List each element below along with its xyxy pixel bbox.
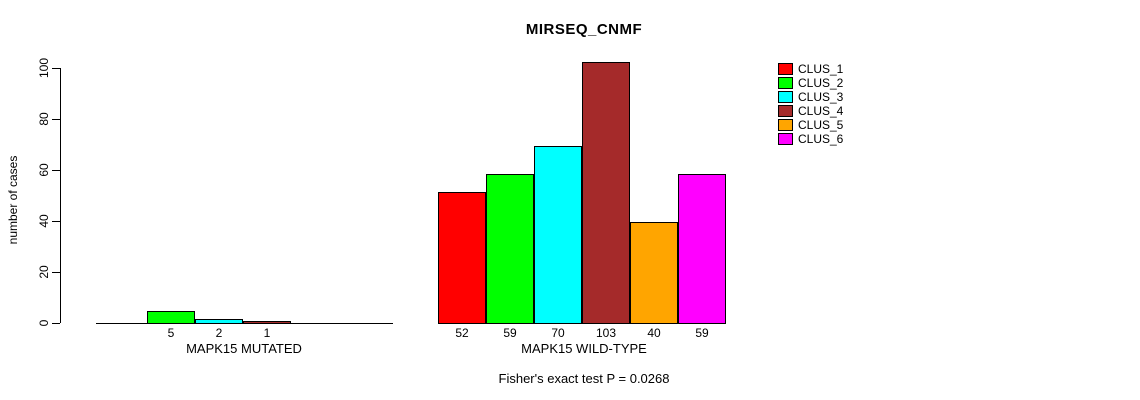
y-tick-label: 80 — [37, 112, 51, 126]
legend-swatch-icon — [778, 105, 793, 117]
legend-label: CLUS_5 — [798, 118, 844, 132]
group-label-wildtype: MAPK15 WILD-TYPE — [521, 341, 647, 356]
bar-value-label: 1 — [263, 326, 271, 340]
y-axis-tick — [52, 119, 60, 120]
bar — [630, 222, 678, 324]
bar — [534, 146, 582, 324]
legend-swatch-icon — [778, 133, 793, 145]
y-axis-tick — [52, 68, 60, 69]
legend-item: CLUS_6 — [778, 132, 843, 146]
legend-label: CLUS_3 — [798, 90, 844, 104]
y-tick-label: 60 — [37, 163, 51, 177]
legend-item: CLUS_1 — [778, 62, 843, 76]
legend-swatch-icon — [778, 91, 793, 103]
bar-value-label: 40 — [647, 326, 661, 340]
bar — [678, 174, 726, 324]
bar-value-label: 59 — [503, 326, 517, 340]
legend-label: CLUS_6 — [798, 132, 844, 146]
y-tick-label: 100 — [37, 57, 51, 79]
bar-value-label: 5 — [167, 326, 175, 340]
bar-value-label: 103 — [595, 326, 617, 340]
y-axis-tick — [52, 221, 60, 222]
legend-item: CLUS_2 — [778, 76, 843, 90]
legend-label: CLUS_1 — [798, 62, 844, 76]
y-axis-title: number of cases — [6, 155, 20, 245]
bar-value-label: 52 — [455, 326, 469, 340]
legend-swatch-icon — [778, 63, 793, 75]
legend: CLUS_1 CLUS_2 CLUS_3 CLUS_4 CLUS_5 CLUS_6 — [778, 62, 843, 146]
y-tick-label: 20 — [37, 265, 51, 279]
y-axis-line — [60, 68, 61, 323]
bar — [582, 62, 630, 324]
legend-item: CLUS_5 — [778, 118, 843, 132]
y-tick-label: 0 — [37, 319, 51, 327]
bar — [147, 311, 195, 324]
fisher-test-note: Fisher's exact test P = 0.0268 — [498, 371, 670, 386]
chart-title: MIRSEQ_CNMF — [525, 21, 643, 38]
bar-value-label: 70 — [551, 326, 565, 340]
y-tick-label: 40 — [37, 214, 51, 228]
y-axis-tick — [52, 170, 60, 171]
bar — [438, 192, 486, 324]
y-axis-tick — [52, 272, 60, 273]
bar — [243, 321, 291, 324]
bar — [486, 174, 534, 324]
bar-value-label: 2 — [215, 326, 223, 340]
legend-item: CLUS_3 — [778, 90, 843, 104]
y-axis-tick — [52, 323, 60, 324]
legend-label: CLUS_4 — [798, 104, 844, 118]
bar — [195, 319, 243, 324]
legend-item: CLUS_4 — [778, 104, 843, 118]
bar-value-label: 59 — [695, 326, 709, 340]
legend-swatch-icon — [778, 119, 793, 131]
group-label-mutated: MAPK15 MUTATED — [186, 341, 302, 356]
legend-label: CLUS_2 — [798, 76, 844, 90]
legend-swatch-icon — [778, 77, 793, 89]
